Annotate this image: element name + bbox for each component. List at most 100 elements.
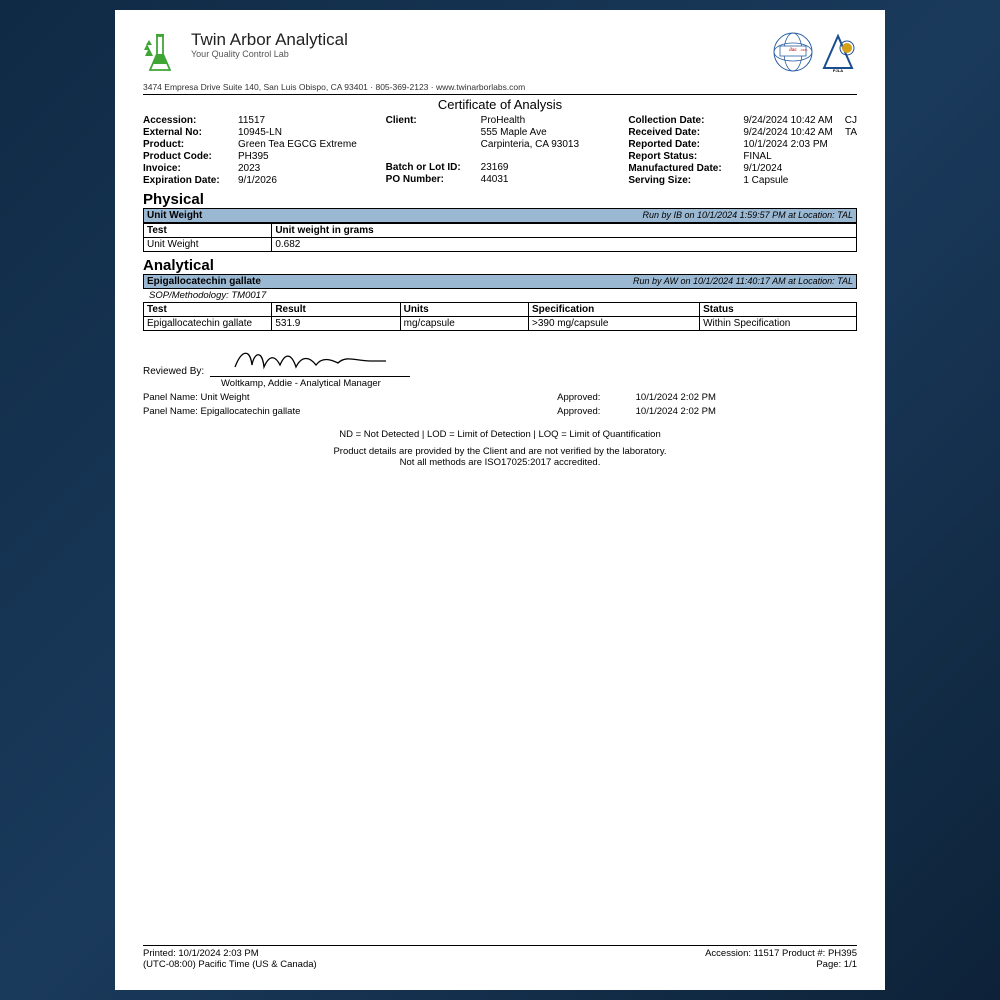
client-label: Client: <box>386 115 481 126</box>
reported-date-label: Reported Date: <box>628 139 743 150</box>
approved-date-1: 10/1/2024 2:02 PM <box>636 392 857 403</box>
panel-name-2: Panel Name: Epigallocatechin gallate <box>143 406 557 417</box>
product-value: Green Tea EGCG Extreme <box>238 139 357 150</box>
accession-label: Accession: <box>143 115 238 126</box>
analytical-r-test: Epigallocatechin gallate <box>144 317 272 331</box>
invoice-value: 2023 <box>238 163 260 174</box>
physical-panel-bar: Unit Weight Run by IB on 10/1/2024 1:59:… <box>143 208 857 223</box>
physical-run-info: Run by IB on 10/1/2024 1:59:57 PM at Loc… <box>643 210 853 221</box>
approved-label-1: Approved: <box>557 392 636 403</box>
panel-approve-1: Panel Name: Unit Weight Approved: 10/1/2… <box>143 392 857 403</box>
analytical-r-status: Within Specification <box>700 317 857 331</box>
company-tagline: Your Quality Control Lab <box>191 49 348 59</box>
physical-panel-name: Unit Weight <box>147 210 202 221</box>
company-text: Twin Arbor Analytical Your Quality Contr… <box>191 30 348 59</box>
analytical-r-units: mg/capsule <box>400 317 528 331</box>
physical-row-test: Unit Weight <box>144 238 272 252</box>
physical-row-value: 0.682 <box>272 238 857 252</box>
physical-table: Test Unit weight in grams Unit Weight 0.… <box>143 223 857 252</box>
batch-value: 23169 <box>481 162 509 173</box>
legend-notes: ND = Not Detected | LOD = Limit of Detec… <box>143 429 857 440</box>
client-addr1: 555 Maple Ave <box>481 127 547 138</box>
report-status-value: FINAL <box>743 151 771 162</box>
sop-line: SOP/Methodology: TM0017 <box>143 289 857 302</box>
external-no-label: External No: <box>143 127 238 138</box>
footer-accession: Accession: 11517 Product #: PH395 <box>705 948 857 959</box>
received-date-label: Received Date: <box>628 127 743 138</box>
footer-divider <box>143 945 857 946</box>
disclaimer-line-1: Product details are provided by the Clie… <box>143 446 857 457</box>
meta-col-left: Accession:11517 External No:10945-LN Pro… <box>143 115 372 186</box>
collection-date-label: Collection Date: <box>628 115 743 126</box>
accession-value: 11517 <box>238 115 265 126</box>
physical-th-test: Test <box>144 224 272 238</box>
received-initials: TA <box>835 127 857 138</box>
ilac-mra-icon: ilac -MRA <box>773 32 813 72</box>
po-value: 44031 <box>481 174 509 185</box>
physical-th-desc: Unit weight in grams <box>272 224 857 238</box>
po-label: PO Number: <box>386 174 481 185</box>
company-name: Twin Arbor Analytical <box>191 30 348 50</box>
analytical-panel-bar: Epigallocatechin gallate Run by AW on 10… <box>143 274 857 289</box>
collection-initials: CJ <box>835 115 857 126</box>
footer-tz: (UTC-08:00) Pacific Time (US & Canada) <box>143 959 317 970</box>
footer-page: Page: 1/1 <box>705 959 857 970</box>
footer: Printed: 10/1/2024 2:03 PM (UTC-08:00) P… <box>143 948 857 970</box>
invoice-label: Invoice: <box>143 163 238 174</box>
analytical-r-spec: >390 mg/capsule <box>528 317 699 331</box>
client-value: ProHealth <box>481 115 525 126</box>
collection-date-value: 9/24/2024 10:42 AM <box>743 115 835 126</box>
product-label: Product: <box>143 139 238 150</box>
mfg-date-value: 9/1/2024 <box>743 163 782 174</box>
panel-name-1: Panel Name: Unit Weight <box>143 392 557 403</box>
panel-approve-2: Panel Name: Epigallocatechin gallate App… <box>143 406 857 417</box>
analytical-th-test: Test <box>144 303 272 317</box>
svg-text:ilac: ilac <box>789 47 797 52</box>
report-status-label: Report Status: <box>628 151 743 162</box>
footer-printed: Printed: 10/1/2024 2:03 PM <box>143 948 317 959</box>
analytical-th-spec: Specification <box>528 303 699 317</box>
analytical-r-result: 531.9 <box>272 317 400 331</box>
meta-col-mid: Client:ProHealth 555 Maple Ave Carpinter… <box>386 115 615 186</box>
product-code-value: PH395 <box>238 151 269 162</box>
svg-text:PJLA: PJLA <box>833 68 843 73</box>
analytical-panel-name: Epigallocatechin gallate <box>147 276 261 287</box>
client-addr2: Carpinteria, CA 93013 <box>481 139 579 150</box>
serving-size-value: 1 Capsule <box>743 175 788 186</box>
analytical-th-status: Status <box>700 303 857 317</box>
signature-line <box>210 347 410 377</box>
approved-label-2: Approved: <box>557 406 636 417</box>
table-row: Epigallocatechin gallate 531.9 mg/capsul… <box>144 317 857 331</box>
table-row: Unit Weight 0.682 <box>144 238 857 252</box>
physical-heading: Physical <box>143 191 857 208</box>
doc-title: Certificate of Analysis <box>143 97 857 112</box>
header: Twin Arbor Analytical Your Quality Contr… <box>143 30 857 74</box>
reported-date-value: 10/1/2024 2:03 PM <box>743 139 828 150</box>
external-no-value: 10945-LN <box>238 127 282 138</box>
analytical-th-result: Result <box>272 303 400 317</box>
svg-text:-MRA: -MRA <box>800 48 808 52</box>
logo-block: Twin Arbor Analytical Your Quality Contr… <box>143 30 348 74</box>
signature-under: Woltkamp, Addie - Analytical Manager <box>221 378 857 389</box>
disclaimer-line-2: Not all methods are ISO17025:2017 accred… <box>143 457 857 468</box>
expiration-value: 9/1/2026 <box>238 175 277 186</box>
expiration-label: Expiration Date: <box>143 175 238 186</box>
reviewed-by-label: Reviewed By: <box>143 366 204 377</box>
product-code-label: Product Code: <box>143 151 238 162</box>
meta-grid: Accession:11517 External No:10945-LN Pro… <box>143 115 857 186</box>
analytical-heading: Analytical <box>143 257 857 274</box>
received-date-value: 9/24/2024 10:42 AM <box>743 127 835 138</box>
serving-size-label: Serving Size: <box>628 175 743 186</box>
header-divider <box>143 94 857 95</box>
batch-label: Batch or Lot ID: <box>386 162 481 173</box>
analytical-th-units: Units <box>400 303 528 317</box>
analytical-run-info: Run by AW on 10/1/2024 11:40:17 AM at Lo… <box>633 276 853 287</box>
signature-row: Reviewed By: <box>143 347 857 377</box>
coa-page: Twin Arbor Analytical Your Quality Contr… <box>115 10 885 990</box>
company-logo-icon <box>143 30 183 74</box>
analytical-table: Test Result Units Specification Status E… <box>143 302 857 331</box>
address-line: 3474 Empresa Drive Suite 140, San Luis O… <box>143 82 857 92</box>
accreditation-badges: ilac -MRA PJLA <box>773 30 857 74</box>
pjla-badge-icon: PJLA <box>819 30 857 74</box>
approved-date-2: 10/1/2024 2:02 PM <box>636 406 857 417</box>
